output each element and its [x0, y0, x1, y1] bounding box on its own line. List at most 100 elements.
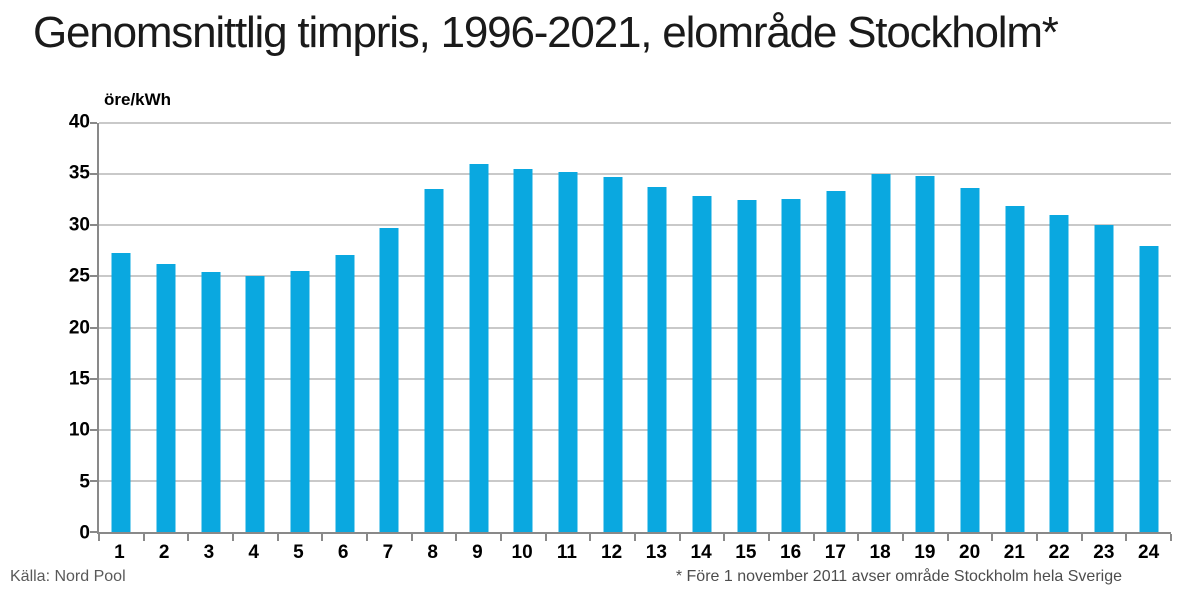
x-tick-label: 19: [914, 542, 936, 563]
bar-hour-10: [513, 169, 533, 532]
x-axis-tick: [902, 534, 904, 541]
x-axis-tick: [455, 534, 458, 541]
y-axis-tick: [90, 224, 97, 227]
x-tick-label: 11: [556, 542, 577, 563]
plot-area: [90, 122, 1172, 541]
x-tick-label: 5: [293, 542, 304, 563]
x-axis-tick: [142, 534, 145, 541]
x-axis-tick: [544, 534, 547, 541]
x-tick-label: 18: [869, 542, 891, 563]
x-tick-label: 15: [735, 542, 757, 563]
x-tick-label: 7: [382, 542, 394, 563]
gridline-y-20: [99, 326, 1171, 329]
x-axis-labels: 1 2 3 4 5 6 7 8 9 10 11 12 13 14 15 16 17 18 19 20 21 22 23 24: [97, 542, 1171, 566]
y-tick-label: 0: [79, 522, 90, 544]
y-axis-tick: [90, 531, 97, 533]
bar-hour-19: [915, 176, 935, 532]
x-axis-tick: [1170, 534, 1172, 541]
bar-hour-15: [737, 199, 757, 532]
gridline-y-35: [99, 173, 1171, 176]
x-tick-label: 8: [427, 542, 438, 563]
x-tick-label: 24: [1138, 542, 1160, 563]
x-tick-label: 3: [203, 542, 215, 563]
x-tick-label: 14: [690, 542, 712, 563]
y-axis-tick: [90, 173, 97, 176]
x-axis-tick: [768, 534, 770, 541]
x-axis-tick: [634, 534, 636, 541]
x-tick-label: 2: [158, 542, 170, 563]
x-tick-label: 1: [114, 542, 125, 563]
x-axis-tick: [98, 534, 100, 541]
x-axis-tick: [678, 534, 681, 541]
x-axis-tick: [1036, 534, 1038, 541]
x-axis-tick: [857, 534, 860, 541]
x-axis-tick: [500, 534, 502, 541]
y-axis-title: öre/kWh: [104, 90, 172, 109]
bar-hour-5: [290, 271, 310, 532]
y-tick-label: 35: [68, 162, 90, 184]
x-tick-label: 4: [248, 542, 259, 563]
x-tick-label: 23: [1093, 542, 1115, 563]
bar-hour-20: [960, 188, 980, 532]
x-axis-tick: [410, 534, 413, 541]
y-axis-tick: [90, 326, 97, 329]
x-tick-label: 20: [959, 542, 981, 563]
bar-hour-1: [111, 252, 131, 532]
x-tick-label: 17: [824, 542, 846, 563]
bar-hour-6: [335, 254, 355, 532]
bar-hour-14: [692, 195, 712, 532]
y-axis-labels: 0 5 10 15 20 25 30 35 40: [0, 112, 90, 544]
bar-hour-8: [424, 189, 444, 532]
gridline-y-25: [99, 275, 1171, 278]
x-axis-tick: [812, 534, 815, 541]
x-axis-tick: [232, 534, 234, 541]
bar-hour-22: [1049, 215, 1069, 532]
chart-title: Genomsnittlig timpris, 1996-2021, elområ…: [33, 8, 1059, 57]
y-axis-tick: [90, 479, 97, 482]
y-tick-label: 5: [79, 471, 90, 493]
bar-hour-7: [379, 228, 399, 532]
bar-hour-12: [603, 177, 623, 532]
y-tick-label: 20: [68, 317, 90, 339]
x-axis-tick: [589, 534, 592, 541]
gridline-y-30: [99, 224, 1171, 227]
bar-hour-2: [156, 264, 176, 532]
y-tick-label: 40: [68, 111, 90, 133]
y-axis-tick: [90, 122, 97, 124]
x-axis-tick: [321, 534, 324, 541]
x-tick-label: 16: [780, 542, 802, 563]
x-axis-tick: [1080, 534, 1083, 541]
x-axis-tick: [991, 534, 994, 541]
x-tick-label: 13: [645, 542, 667, 563]
bar-hour-17: [826, 190, 846, 532]
x-tick-label: 22: [1048, 542, 1070, 563]
gridline-y-5: [99, 479, 1171, 482]
y-axis-tick: [90, 428, 97, 431]
gridline-y-10: [99, 428, 1171, 431]
x-axis-tick: [946, 534, 949, 541]
y-tick-label: 30: [68, 214, 90, 236]
bar-hour-18: [871, 174, 891, 532]
bar-hour-21: [1005, 205, 1025, 532]
gridline-y-40: [99, 122, 1171, 124]
x-tick-label: 10: [511, 542, 533, 563]
bar-hour-4: [245, 276, 265, 532]
x-tick-label: 21: [1003, 542, 1025, 563]
x-tick-label: 9: [472, 542, 483, 563]
x-axis-tick: [366, 534, 368, 541]
bar-hour-11: [558, 172, 578, 532]
y-axis-tick: [90, 377, 97, 380]
footnote: * Före 1 november 2011 avser område Stoc…: [675, 568, 1122, 585]
y-tick-label: 10: [68, 419, 90, 441]
y-axis-tick: [90, 275, 97, 278]
bar-hour-9: [469, 163, 489, 532]
source-note: Källa: Nord Pool: [10, 568, 126, 585]
x-tick-label: 6: [337, 542, 349, 563]
x-axis-tick: [187, 534, 190, 541]
y-tick-label: 25: [68, 265, 90, 287]
bar-hour-16: [781, 198, 801, 532]
x-tick-label: 12: [601, 542, 623, 563]
bar-hour-23: [1094, 225, 1114, 532]
x-axis-tick: [723, 534, 726, 541]
